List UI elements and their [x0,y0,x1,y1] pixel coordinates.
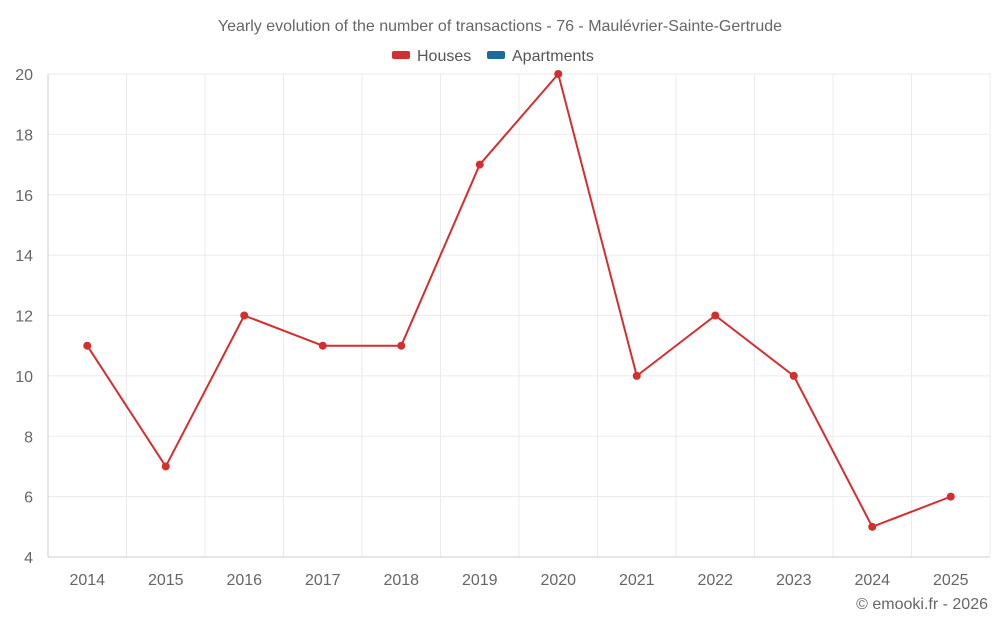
x-tick-label: 2024 [854,572,890,589]
y-tick-label: 12 [15,309,33,326]
data-point-2015[interactable] [161,462,170,471]
y-tick-label: 6 [24,490,33,507]
data-point-2018[interactable] [397,341,406,350]
grid-lines [48,73,991,557]
legend-swatch-houses [392,51,410,59]
x-tick-label: 2014 [69,572,105,589]
legend-label-apartments: Apartments [512,48,594,65]
y-tick-label: 10 [15,369,33,386]
x-tick-label: 2023 [776,572,812,589]
y-tick-label: 18 [15,127,33,144]
legend[interactable]: Houses Apartments [392,48,594,65]
x-tick-label: 2015 [148,572,184,589]
x-tick-label: 2022 [697,572,733,589]
x-tick-label: 2017 [305,572,341,589]
chart-title: Yearly evolution of the number of transa… [218,18,782,35]
legend-item-apartments[interactable]: Apartments [487,48,594,65]
data-point-2023[interactable] [789,371,798,380]
y-tick-label: 4 [24,550,33,567]
data-point-2016[interactable] [240,311,249,320]
x-tick-label: 2019 [462,572,498,589]
data-point-2020[interactable] [554,70,563,78]
credit-text: © emooki.fr - 2026 [856,596,988,613]
y-tick-label: 20 [15,67,33,84]
x-tick-label: 2021 [619,572,655,589]
axes [47,74,990,558]
data-point-2021[interactable] [632,371,641,380]
legend-label-houses: Houses [417,48,471,65]
data-point-2025[interactable] [946,492,955,501]
y-tick-label: 8 [24,429,33,446]
series-line-houses [86,73,952,528]
x-tick-label: 2025 [933,572,969,589]
series-houses [83,70,955,531]
y-tick-label: 16 [15,188,33,205]
data-point-2019[interactable] [475,160,484,169]
y-tick-label: 14 [15,248,33,265]
x-tick-label: 2016 [226,572,262,589]
x-tick-label: 2020 [540,572,576,589]
legend-swatch-apartments [487,51,505,59]
x-axis-ticks: 2014 2015 2016 2017 2018 2019 2020 2021 2022 2023… [69,572,968,589]
x-tick-label: 2018 [383,572,419,589]
legend-item-houses[interactable]: Houses [392,48,471,65]
data-point-2022[interactable] [711,311,720,320]
y-axis-ticks: 4 6 8 10 12 14 16 18 20 [15,67,33,567]
data-point-2017[interactable] [318,341,327,350]
data-point-2024[interactable] [868,522,877,531]
data-point-2014[interactable] [83,341,92,350]
